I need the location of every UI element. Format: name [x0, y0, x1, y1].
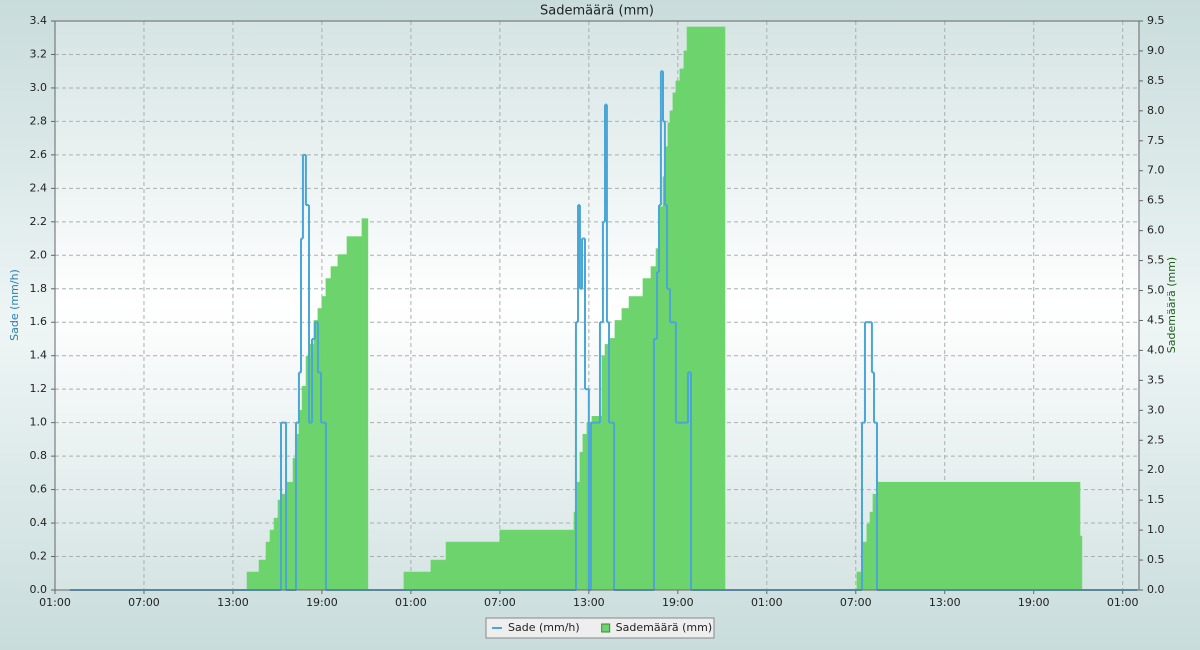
y2-tick-label: 7.0 — [1147, 164, 1165, 177]
area-step — [582, 433, 588, 591]
y-tick-label: 2.0 — [30, 248, 48, 261]
y2-tick-label: 2.5 — [1147, 433, 1165, 446]
y2-tick-label: 4.0 — [1147, 343, 1165, 356]
plot-frame — [54, 20, 1140, 591]
area-step — [445, 541, 501, 591]
y-axis-title: Sade (mm/h) — [8, 269, 21, 341]
y-tick-label: 1.4 — [30, 349, 48, 362]
x-tick-label: 19:00 — [306, 596, 338, 609]
y-tick-label: 1.6 — [30, 315, 48, 328]
x-tick-label: 19:00 — [662, 596, 694, 609]
y-tick-label: 0.4 — [30, 516, 48, 529]
area-step — [286, 481, 294, 591]
y-tick-label: 1.0 — [30, 416, 48, 429]
y2-tick-label: 8.0 — [1147, 104, 1165, 117]
y-tick-label: 3.0 — [30, 81, 48, 94]
area-step — [628, 296, 644, 591]
area-step — [301, 386, 307, 591]
y2-tick-label: 4.5 — [1147, 313, 1165, 326]
legend-box — [485, 617, 715, 639]
y-tick-label: 3.2 — [30, 47, 48, 60]
area-step — [866, 523, 871, 591]
y-tick-label: 2.6 — [30, 148, 48, 161]
y2-tick-label: 2.0 — [1147, 463, 1165, 476]
area-step — [361, 218, 369, 591]
area-step — [662, 176, 667, 591]
area-step — [591, 416, 603, 591]
y2-tick-label: 9.0 — [1147, 44, 1165, 57]
y-tick-label: 1.2 — [30, 382, 48, 395]
area-step — [876, 481, 1081, 591]
x-tick-label: 13:00 — [217, 596, 249, 609]
x-tick-label: 07:00 — [484, 596, 516, 609]
area-step — [686, 26, 726, 591]
x-tick-label: 13:00 — [573, 596, 605, 609]
x-tick-label: 13:00 — [929, 596, 961, 609]
y-tick-label: 2.4 — [30, 181, 48, 194]
x-tick-label: 19:00 — [1018, 596, 1050, 609]
y-tick-label: 2.8 — [30, 114, 48, 127]
y2-axis-title: Sademäärä (mm) — [1165, 257, 1178, 353]
legend-swatch — [601, 623, 611, 633]
area-step — [346, 236, 363, 591]
area-step — [642, 278, 652, 591]
y2-tick-label: 7.5 — [1147, 134, 1165, 147]
x-tick-label: 01:00 — [1107, 596, 1139, 609]
area-step — [430, 559, 447, 591]
x-tick-label: 01:00 — [751, 596, 783, 609]
area-step — [621, 308, 630, 591]
area-step — [273, 517, 279, 591]
legend-label: Sademäärä (mm) — [616, 621, 712, 634]
chart-title: Sademäärä (mm) — [540, 4, 654, 19]
x-tick-label: 07:00 — [840, 596, 872, 609]
y2-tick-label: 1.5 — [1147, 493, 1165, 506]
area-step — [601, 356, 606, 591]
area-step — [614, 320, 623, 591]
area-step — [576, 481, 581, 591]
area-step — [869, 511, 874, 591]
area-step — [330, 266, 339, 591]
area-step — [1079, 535, 1083, 591]
y2-tick-label: 3.5 — [1147, 373, 1165, 386]
area-step — [667, 122, 671, 591]
y-tick-label: 2.2 — [30, 215, 48, 228]
y-tick-label: 0.8 — [30, 449, 48, 462]
y2-tick-label: 8.5 — [1147, 74, 1165, 87]
x-tick-label: 07:00 — [128, 596, 160, 609]
y2-tick-label: 3.0 — [1147, 403, 1165, 416]
area-step — [862, 541, 868, 591]
area-step — [669, 110, 674, 591]
area-step — [337, 254, 348, 591]
y2-tick-label: 1.0 — [1147, 523, 1165, 536]
y2-tick-label: 9.5 — [1147, 14, 1165, 27]
y-tick-label: 0.0 — [30, 583, 48, 596]
x-tick-label: 01:00 — [39, 596, 71, 609]
y2-tick-label: 0.5 — [1147, 553, 1165, 566]
y2-tick-label: 5.5 — [1147, 254, 1165, 267]
area-step — [258, 559, 267, 591]
area-step — [246, 571, 260, 591]
area-step — [403, 571, 432, 591]
y-tick-label: 1.8 — [30, 282, 48, 295]
area-step — [683, 50, 688, 591]
area-step — [579, 451, 584, 591]
y-tick-label: 0.6 — [30, 483, 48, 496]
y2-tick-label: 5.0 — [1147, 284, 1165, 297]
y2-tick-label: 6.5 — [1147, 194, 1165, 207]
x-tick-label: 01:00 — [395, 596, 427, 609]
area-step — [269, 529, 275, 591]
y2-tick-label: 6.0 — [1147, 224, 1165, 237]
y2-tick-label: 0.0 — [1147, 583, 1165, 596]
area-step — [265, 541, 271, 591]
area-step — [298, 410, 303, 591]
area-step — [499, 529, 575, 591]
legend-label: Sade (mm/h) — [508, 621, 580, 634]
area-step — [679, 68, 685, 591]
y-tick-label: 3.4 — [30, 14, 48, 27]
y-tick-label: 0.2 — [30, 550, 48, 563]
